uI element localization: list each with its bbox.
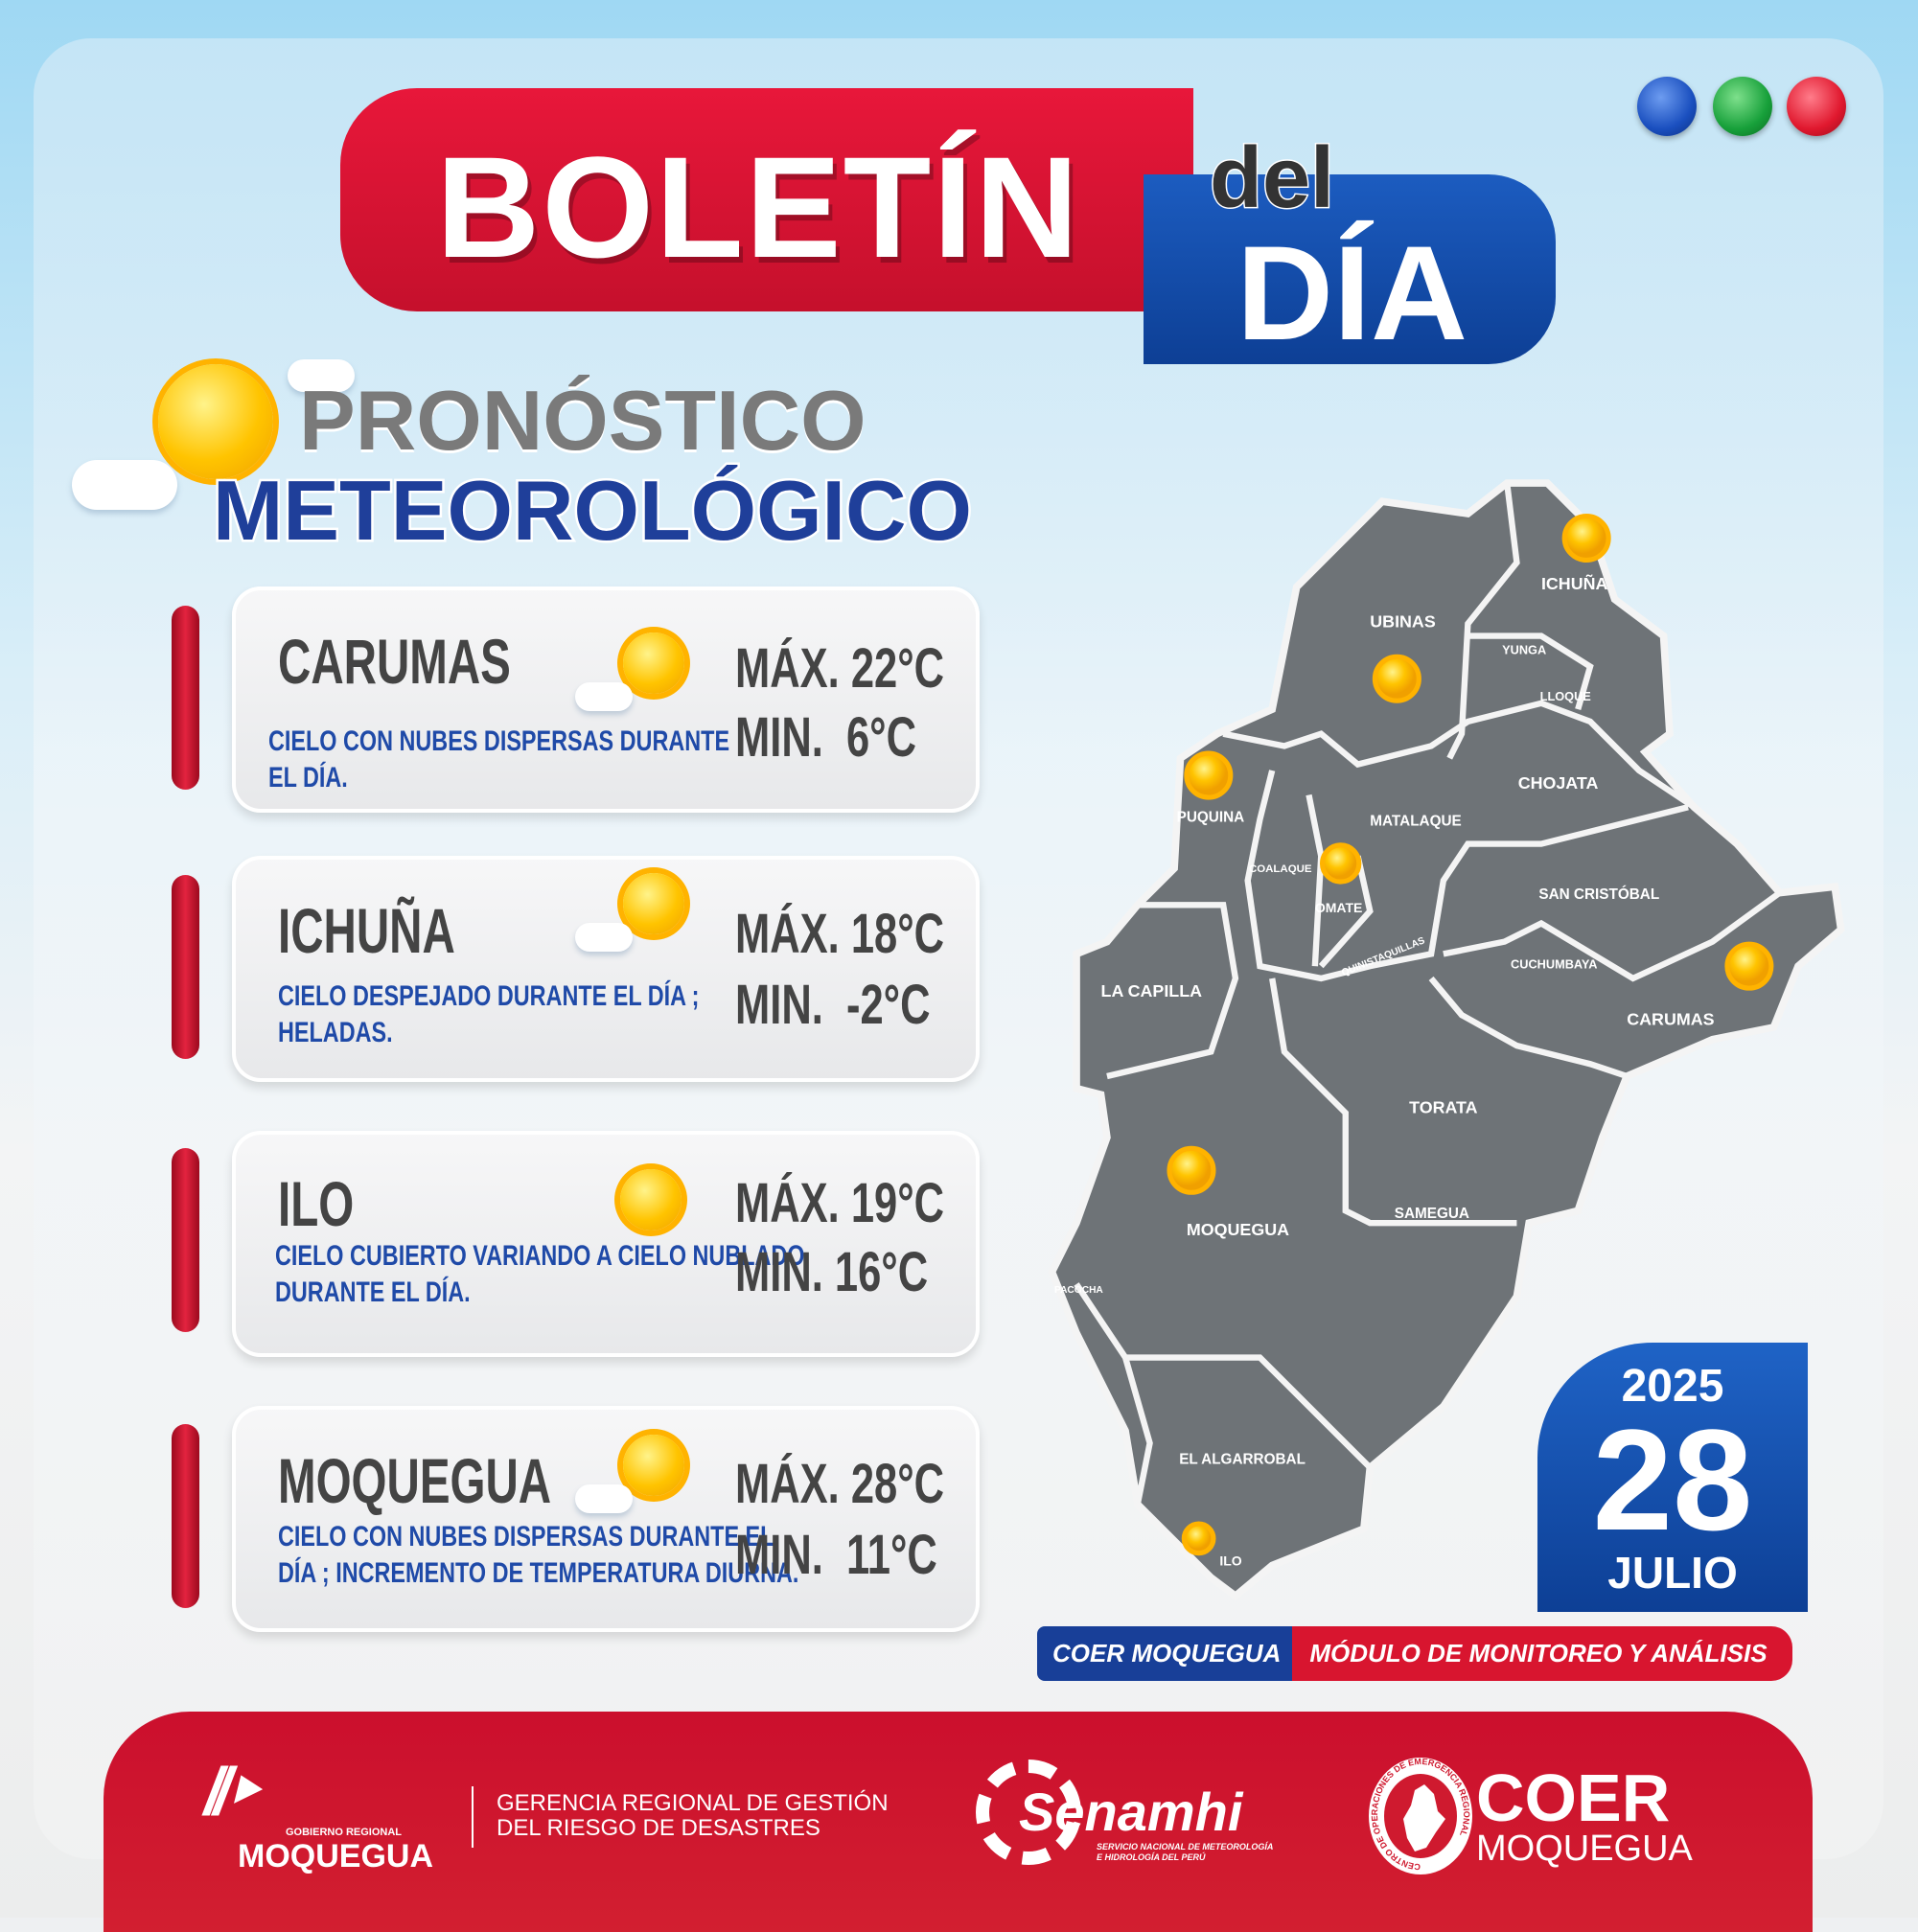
senamhi-sub-1: SERVICIO NACIONAL DE METEOROLOGÍA — [1097, 1842, 1274, 1852]
city-name: CARUMAS — [278, 626, 511, 697]
senamhi-name: Senamhi — [1019, 1782, 1243, 1842]
map-label-coalaque: COALAQUE — [1249, 863, 1312, 875]
max-temp: MÁX. 28°C — [735, 1453, 945, 1515]
card-accent-bar — [172, 1424, 199, 1608]
heading-pronostico: PRONÓSTICO — [299, 373, 867, 468]
forecast-description: CIELO CUBIERTO VARIANDO A CIELO NUBLADO … — [275, 1240, 805, 1308]
cloud-icon — [575, 923, 633, 952]
date-day: 28 — [1592, 1399, 1753, 1560]
min-temp: MIN. 6°C — [735, 706, 916, 769]
sun-icon — [1184, 750, 1234, 800]
date-year: 2025 — [1621, 1361, 1724, 1412]
map-label-pacocha: PACOCHA — [1054, 1285, 1103, 1296]
banner-modulo: MÓDULO DE MONITOREO Y ANÁLISIS — [1292, 1626, 1792, 1681]
min-temp: MIN. 11°C — [735, 1524, 937, 1586]
gerencia-line-1: GERENCIA REGIONAL DE GESTIÓN — [497, 1790, 889, 1816]
gob-small-text: GOBIERNO REGIONAL — [286, 1827, 403, 1838]
date-month: JULIO — [1607, 1548, 1738, 1598]
sun-icon — [623, 1435, 684, 1496]
sun-icon — [623, 873, 684, 934]
city-name: MOQUEGUA — [278, 1445, 552, 1516]
map-label-yunga: YUNGA — [1502, 643, 1546, 657]
card-accent-bar — [172, 875, 199, 1059]
forecast-description: CIELO CON NUBES DISPERSAS DURANTE EL DÍA… — [278, 1521, 799, 1589]
map-label-ubinas: UBINAS — [1370, 612, 1436, 632]
date-badge: 2025 28 JULIO — [1537, 1343, 1808, 1612]
footer: //‣ GOBIERNO REGIONAL MOQUEGUA GERENCIA … — [104, 1712, 1813, 1932]
map-label-matalaque: MATALAQUE — [1370, 813, 1461, 829]
max-temp: MÁX. 19°C — [735, 1172, 945, 1234]
coer-subtitle: MOQUEGUA — [1476, 1828, 1693, 1869]
banner-coer: COER MOQUEGUA — [1037, 1626, 1293, 1681]
title-del: del — [1208, 129, 1335, 228]
coer-title: COER — [1476, 1760, 1671, 1835]
sun-icon — [1181, 1521, 1216, 1556]
forecast-card-ilo: ILO CIELO CUBIERTO VARIANDO A CIELO NUBL… — [232, 1131, 980, 1357]
city-name: ICHUÑA — [278, 895, 455, 966]
forecast-description: CIELO DESPEJADO DURANTE EL DÍA ; HELADAS… — [278, 980, 700, 1048]
green-dot-icon — [1713, 77, 1772, 136]
map-label-moquegua: MOQUEGUA — [1187, 1220, 1289, 1239]
map-label-carumas: CARUMAS — [1627, 1009, 1714, 1028]
sun-icon — [1561, 513, 1611, 564]
city-name: ILO — [278, 1168, 355, 1239]
sun-icon — [1724, 941, 1774, 991]
gerencia-line-2: DEL RIESGO DE DESASTRES — [497, 1815, 820, 1841]
map-label-chojata: CHOJATA — [1518, 773, 1599, 793]
title-dia: DÍA — [1236, 218, 1468, 368]
gob-big-text: MOQUEGUA — [238, 1838, 433, 1874]
title-red-box: BOLETÍN — [340, 88, 1193, 311]
cloud-icon — [575, 682, 633, 711]
heading-sun-icon — [158, 364, 273, 479]
forecast-card-moquegua: MOQUEGUA CIELO CON NUBES DISPERSAS DURAN… — [232, 1406, 980, 1632]
max-temp: MÁX. 22°C — [735, 637, 945, 700]
forecast-description: CIELO CON NUBES DISPERSAS DURANTE EL DÍA… — [268, 725, 730, 794]
title-blue-box — [1144, 174, 1556, 364]
heading-meteorologico: METEOROLÓGICO — [211, 461, 975, 561]
map-label-el-algarrobal: EL ALGARROBAL — [1179, 1452, 1306, 1468]
map-label-san-cristobal: SAN CRISTÓBAL — [1538, 886, 1659, 903]
card-accent-bar — [172, 606, 199, 790]
senamhi-sub-2: E HIDROLOGÍA DEL PERÚ — [1097, 1852, 1206, 1862]
map-label-cuchumbaya: CUCHUMBAYA — [1511, 957, 1597, 972]
map-label-torata: TORATA — [1409, 1097, 1478, 1116]
divider — [472, 1786, 474, 1848]
heading-cloud-icon — [72, 460, 177, 510]
forecast-card-carumas: CARUMAS CIELO CON NUBES DISPERSAS DURANT… — [232, 586, 980, 813]
blue-dot-icon — [1637, 77, 1697, 136]
coer-banner: COER MOQUEGUA MÓDULO DE MONITOREO Y ANÁL… — [1037, 1626, 1792, 1681]
map-sun-icons — [1167, 513, 1774, 1556]
title-boletin: BOLETÍN — [436, 126, 1081, 288]
map-label-la-capilla: LA CAPILLA — [1101, 981, 1203, 1000]
map-label-ichuna: ICHUÑA — [1541, 573, 1608, 593]
sun-icon — [620, 1169, 682, 1230]
map-label-omate: OMATE — [1315, 900, 1363, 915]
sun-icon — [623, 632, 684, 694]
sun-icon — [1319, 842, 1362, 885]
sun-icon — [1167, 1145, 1216, 1195]
max-temp: MÁX. 18°C — [735, 903, 945, 965]
min-temp: MIN. 16°C — [735, 1241, 929, 1303]
heading-cloud-icon — [288, 359, 355, 392]
map-label-puquina: PUQUINA — [1177, 810, 1245, 826]
map-region-shape — [1048, 479, 1845, 1601]
red-dot-icon — [1787, 77, 1846, 136]
forecast-card-ichuna: ICHUÑA CIELO DESPEJADO DURANTE EL DÍA ; … — [232, 856, 980, 1082]
cloud-icon — [575, 1484, 633, 1513]
map-label-lloque: LLOQUE — [1540, 689, 1591, 703]
map-label-ilo: ILO — [1219, 1552, 1241, 1568]
sun-icon — [1372, 654, 1421, 703]
min-temp: MIN. -2°C — [735, 974, 931, 1036]
district-borders — [1074, 482, 1782, 1506]
gobierno-regional-logo: //‣ — [204, 1754, 262, 1828]
map-label-samegua: SAMEGUA — [1395, 1206, 1469, 1222]
seal-map-silhouette — [1403, 1784, 1445, 1852]
coer-seal-logo: CENTRO DE OPERACIONES DE EMERGENCIA REGI… — [1369, 1757, 1472, 1874]
card-accent-bar — [172, 1148, 199, 1332]
